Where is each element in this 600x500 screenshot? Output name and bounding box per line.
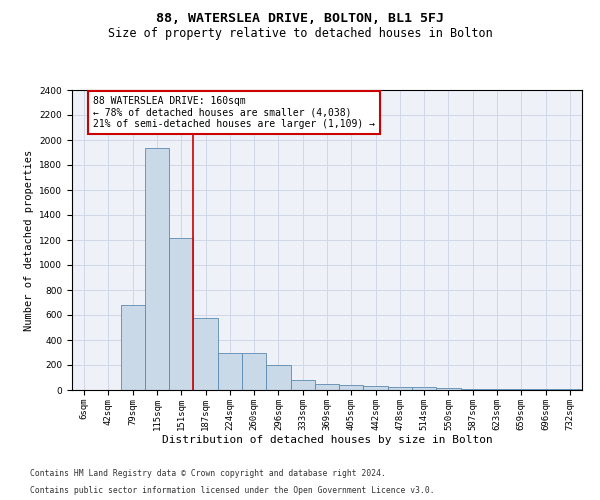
Bar [145,148,169,390]
Bar [461,389,485,390]
Text: 88 WATERSLEA DRIVE: 160sqm
← 78% of detached houses are smaller (4,038)
21% of s: 88 WATERSLEA DRIVE: 160sqm ← 78% of deta… [92,96,374,130]
X-axis label: Distribution of detached houses by size in Bolton: Distribution of detached houses by size … [161,436,493,446]
Bar [485,389,509,390]
Bar [388,387,412,390]
Bar [266,365,290,390]
Bar [290,380,315,390]
Text: Contains HM Land Registry data © Crown copyright and database right 2024.: Contains HM Land Registry data © Crown c… [30,468,386,477]
Text: 88, WATERSLEA DRIVE, BOLTON, BL1 5FJ: 88, WATERSLEA DRIVE, BOLTON, BL1 5FJ [156,12,444,26]
Bar [169,238,193,390]
Bar [315,384,339,390]
Bar [218,352,242,390]
Bar [339,385,364,390]
Bar [436,388,461,390]
Bar [242,352,266,390]
Text: Size of property relative to detached houses in Bolton: Size of property relative to detached ho… [107,28,493,40]
Text: Contains public sector information licensed under the Open Government Licence v3: Contains public sector information licen… [30,486,434,495]
Bar [364,386,388,390]
Bar [121,305,145,390]
Y-axis label: Number of detached properties: Number of detached properties [24,150,34,330]
Bar [193,318,218,390]
Bar [412,387,436,390]
